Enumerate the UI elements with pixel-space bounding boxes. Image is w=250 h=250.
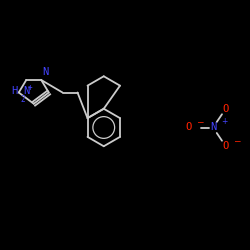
Text: +: + — [28, 84, 32, 92]
Text: −: − — [233, 136, 240, 145]
Text: O: O — [223, 141, 229, 151]
Text: H: H — [11, 86, 18, 96]
Text: N: N — [23, 86, 29, 96]
Text: O: O — [185, 122, 191, 132]
Text: N: N — [42, 68, 49, 78]
Text: +: + — [221, 118, 228, 126]
Text: N: N — [210, 122, 217, 132]
Text: 2: 2 — [20, 94, 24, 104]
Text: −: − — [196, 118, 204, 126]
Text: O: O — [223, 104, 229, 114]
